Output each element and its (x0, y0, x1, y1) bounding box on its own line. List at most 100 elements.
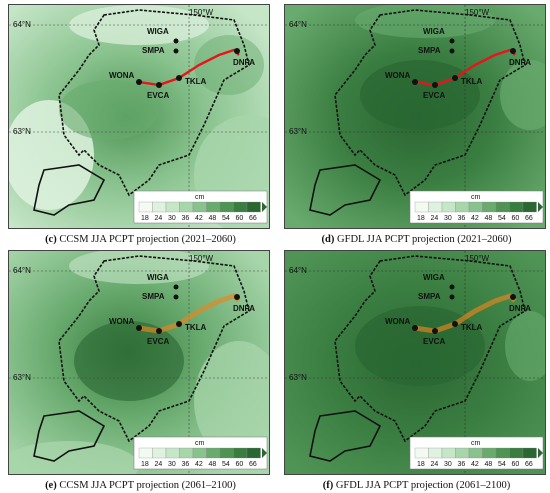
colorbar-tick: 36 (182, 215, 190, 222)
caption-letter: (e) (45, 480, 57, 491)
colorbar-tick: 30 (444, 461, 452, 468)
colorbar-cell (455, 201, 470, 213)
colorbar-tick: 30 (444, 215, 452, 222)
colorbar-cell (233, 201, 248, 213)
station-evca (156, 328, 162, 334)
station-dnpa (510, 294, 516, 300)
station-tkla (176, 75, 182, 81)
caption-letter: (c) (45, 234, 57, 245)
colorbar-cell (522, 201, 537, 213)
panel-c: WIGA SMPA WONA TKLA EVCA DNPA 150°W 64°N… (8, 4, 270, 245)
label-wona: WONA (109, 317, 135, 326)
colorbar-tick: 66 (249, 215, 257, 222)
colorbar-cell (152, 447, 167, 459)
lat-label-north: 64°N (13, 20, 31, 29)
colorbar-tick: 60 (236, 215, 244, 222)
colorbar-tick: 42 (195, 461, 203, 468)
colorbar-tick: 54 (222, 215, 230, 222)
label-wiga: WIGA (147, 27, 169, 36)
colorbar-tick: 66 (525, 215, 533, 222)
label-dnpa: DNPA (509, 304, 531, 313)
caption-text: GFDL JJA PCPT projection (2021–2060) (334, 234, 512, 245)
station-smpa (449, 48, 455, 54)
colorbar-tick: 24 (431, 461, 439, 468)
map-d-svg: WIGA SMPA WONA TKLA EVCA DNPA 150°W 64°N… (285, 5, 545, 228)
label-wiga: WIGA (423, 273, 445, 282)
colorbar-unit: cm (471, 194, 481, 201)
label-tkla: TKLA (185, 77, 207, 86)
colorbar-tick: 60 (512, 215, 520, 222)
station-dnpa (234, 48, 240, 54)
caption-letter: (f) (322, 480, 334, 491)
label-dnpa: DNPA (509, 58, 531, 67)
colorbar-tick: 24 (155, 461, 163, 468)
station-wiga (173, 38, 179, 44)
caption-f: (f) GFDL JJA PCPT projection (2061–2100) (279, 480, 550, 491)
colorbar-cell (509, 447, 524, 459)
label-evca: EVCA (147, 337, 169, 346)
colorbar-tick: 36 (182, 461, 190, 468)
colorbar: cm 18 24 30 36 42 48 54 60 66 (409, 190, 544, 224)
colorbar-cell (509, 201, 524, 213)
lat-label-south: 63°N (289, 373, 307, 382)
colorbar: cm 18 24 30 36 42 48 54 60 66 (409, 436, 544, 470)
colorbar-unit: cm (471, 440, 481, 447)
colorbar-cell (246, 447, 261, 459)
park-boundary (58, 9, 250, 197)
label-smpa: SMPA (142, 292, 165, 301)
colorbar-tick: 48 (209, 461, 217, 468)
park-boundary (58, 255, 250, 443)
sub-boundary (309, 164, 382, 216)
label-evca: EVCA (147, 91, 169, 100)
colorbar-cell (522, 447, 537, 459)
colorbar-cell (179, 201, 194, 213)
colorbar-cell (165, 447, 180, 459)
colorbar-tick: 42 (471, 461, 479, 468)
colorbar-cell (138, 447, 153, 459)
map-e: WIGA SMPA WONA TKLA EVCA DNPA 150°W 64°N… (8, 250, 270, 475)
label-wona: WONA (385, 71, 411, 80)
caption-text: CCSM JJA PCPT projection (2021–2060) (56, 234, 236, 245)
colorbar-tick: 24 (431, 215, 439, 222)
colorbar-tick: 66 (525, 461, 533, 468)
colorbar-cell (455, 447, 470, 459)
lon-label: 150°W (189, 8, 214, 17)
caption-text: CCSM JJA PCPT projection (2061–2100) (56, 480, 236, 491)
station-evca (432, 328, 438, 334)
station-evca (432, 82, 438, 88)
colorbar-tick: 18 (141, 215, 149, 222)
colorbar-tick: 42 (195, 215, 203, 222)
colorbar-tick: 30 (168, 215, 176, 222)
label-smpa: SMPA (142, 46, 165, 55)
caption-text: GFDL JJA PCPT projection (2061–2100) (333, 480, 511, 491)
station-smpa (173, 294, 179, 300)
station-wiga (449, 38, 455, 44)
colorbar-tick: 54 (498, 461, 506, 468)
park-boundary (334, 9, 526, 197)
caption-d: (d) GFDL JJA PCPT projection (2021–2060) (279, 234, 550, 245)
colorbar-cell (219, 447, 234, 459)
colorbar-tick: 36 (458, 461, 466, 468)
caption-e: (e) CCSM JJA PCPT projection (2061–2100) (3, 480, 278, 491)
lat-label-south: 63°N (13, 127, 31, 136)
station-dnpa (510, 48, 516, 54)
colorbar-unit: cm (195, 194, 205, 201)
colorbar-tick: 60 (512, 461, 520, 468)
colorbar-tick: 18 (417, 215, 425, 222)
colorbar-cell (441, 201, 456, 213)
colorbar-cell (138, 201, 153, 213)
colorbar: cm 18 24 30 36 42 48 54 60 66 (133, 190, 268, 224)
colorbar-cell (441, 447, 456, 459)
label-dnpa: DNPA (233, 304, 255, 313)
lon-label: 150°W (465, 254, 490, 263)
station-tkla (452, 321, 458, 327)
label-wona: WONA (385, 317, 411, 326)
station-dnpa (234, 294, 240, 300)
colorbar-tick: 48 (485, 215, 493, 222)
lat-label-north: 64°N (289, 266, 307, 275)
colorbar-tick: 30 (168, 461, 176, 468)
colorbar-cell (152, 201, 167, 213)
lat-label-south: 63°N (13, 373, 31, 382)
colorbar-tick: 54 (498, 215, 506, 222)
colorbar-cell (165, 201, 180, 213)
